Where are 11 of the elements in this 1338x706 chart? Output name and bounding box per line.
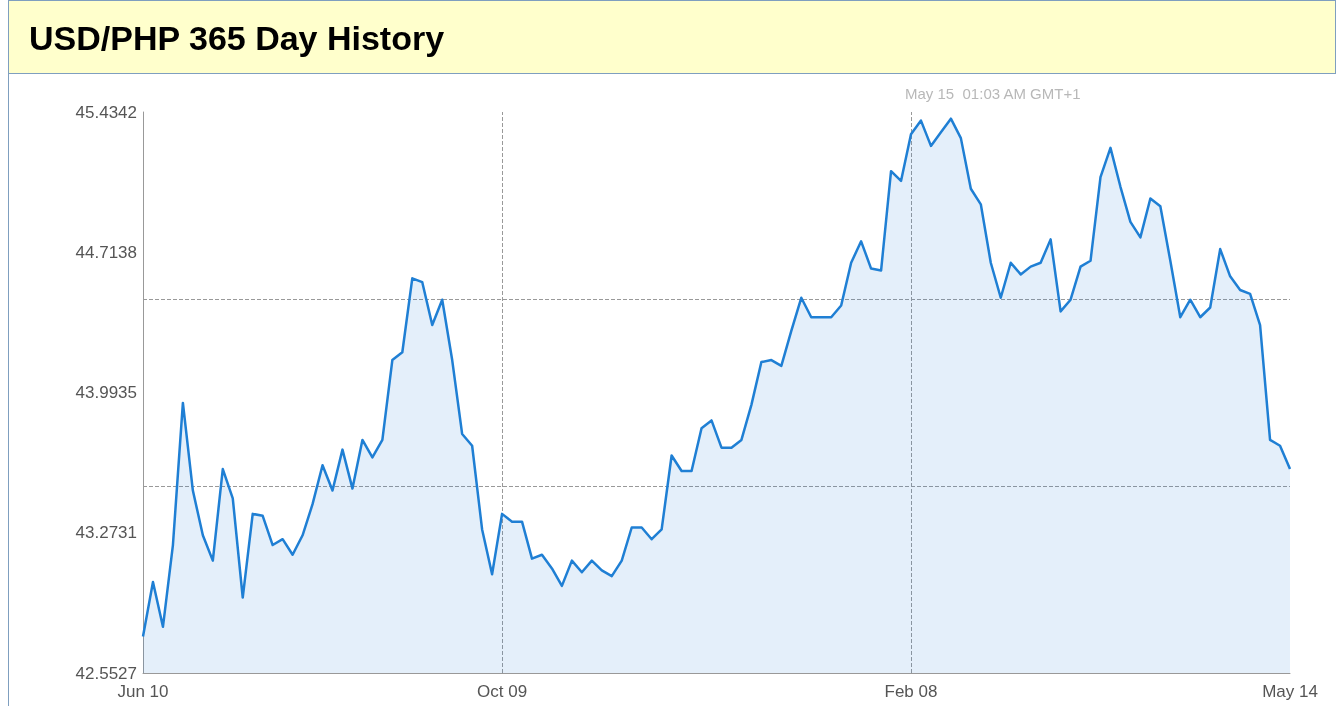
y-tick-label: 45.4342 — [75, 102, 137, 122]
y-tick-label: 42.5527 — [75, 663, 137, 683]
text: May 15 01:03 AM GMT+1 — [905, 85, 1081, 102]
x-tick-label: Jun 10 — [117, 682, 169, 701]
y-tick-label: 44.7138 — [75, 242, 137, 262]
x-tick-label: Oct 09 — [477, 682, 528, 701]
x-tick-label: Feb 08 — [884, 682, 938, 701]
y-tick-label: 43.9935 — [75, 382, 137, 402]
y-tick-label: 43.2731 — [75, 523, 137, 543]
x-tick-label: May 14 — [1262, 682, 1318, 701]
chart-title: USD/PHP 365 Day History — [29, 19, 445, 58]
